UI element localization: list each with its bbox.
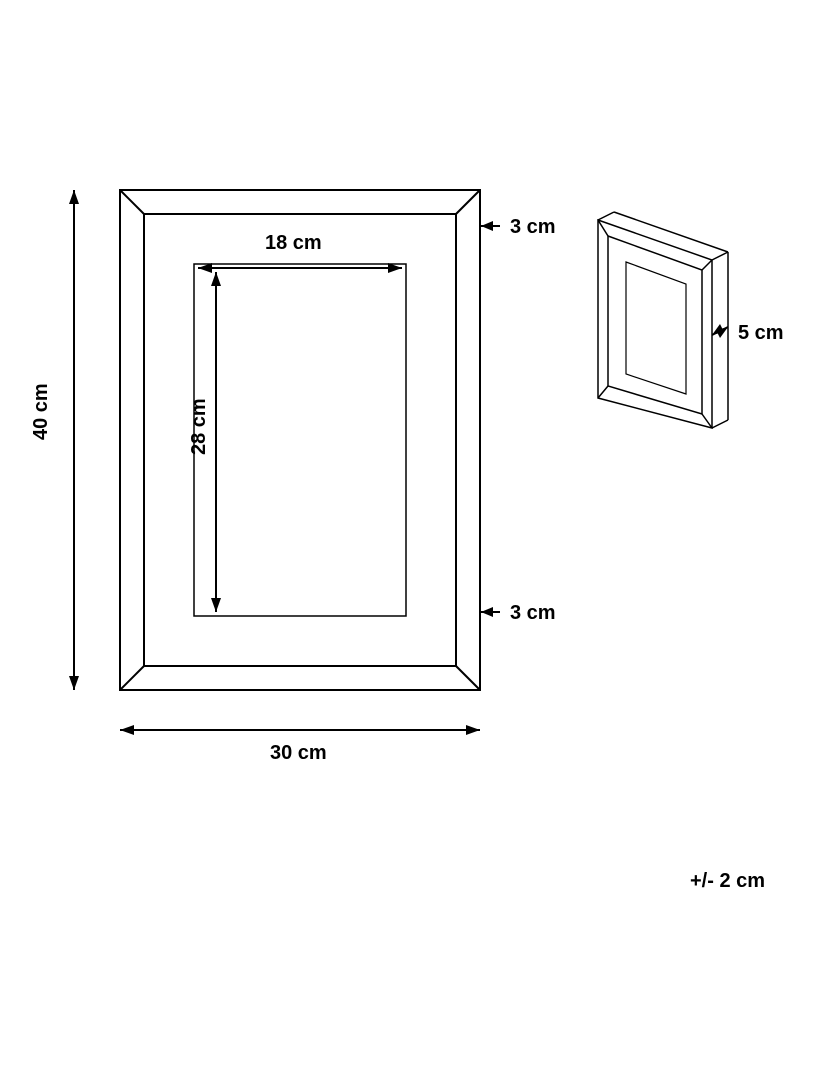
outer-width-label: 30 cm (270, 742, 327, 765)
inner-height-arrow-top (211, 272, 221, 286)
inner-opening (194, 264, 406, 616)
frame-top-label: 3 cm (510, 216, 556, 239)
bevel-corner-bl (120, 666, 144, 690)
bevel-corner-br (456, 666, 480, 690)
inner-height-arrow-bottom (211, 598, 221, 612)
height-arrow-bottom (69, 676, 79, 690)
outer-height-label: 40 cm (30, 383, 53, 440)
persp-front-outer (598, 220, 712, 428)
depth-label: 5 cm (738, 322, 784, 345)
diagram-container: 40 cm 30 cm 18 cm 28 cm 3 cm 3 cm 5 cm +… (0, 0, 830, 1080)
tolerance-label: +/- 2 cm (690, 870, 765, 893)
width-arrow-left (120, 725, 134, 735)
inner-width-label: 18 cm (265, 232, 322, 255)
bevel-corner-tl (120, 190, 144, 214)
frame-top-arrow (481, 221, 493, 231)
persp-front-bevel (608, 236, 702, 414)
width-arrow-right (466, 725, 480, 735)
perspective-view (598, 212, 728, 428)
frame-bottom-arrow (481, 607, 493, 617)
bevel-corner-tr (456, 190, 480, 214)
outer-frame (120, 190, 480, 690)
frame-bottom-label: 3 cm (510, 602, 556, 625)
height-arrow-top (69, 190, 79, 204)
inner-height-label: 28 cm (188, 398, 211, 455)
persp-inner (626, 262, 686, 394)
diagram-svg (0, 0, 830, 1080)
